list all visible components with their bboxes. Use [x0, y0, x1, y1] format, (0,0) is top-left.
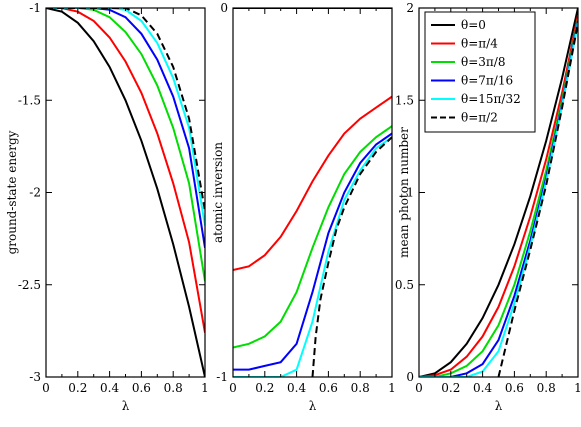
legend: θ=0 θ=π/4 θ=3π/8 θ=7π/16 θ=15π/32 θ=π/2 — [424, 11, 536, 133]
y-axis-label: atomic inversion — [211, 142, 225, 243]
x-tick-label: 0.2 — [255, 381, 274, 395]
y-axis-label: mean photon number — [397, 127, 411, 258]
x-tick-label: 0.4 — [473, 381, 492, 395]
series-line-2 — [233, 125, 392, 349]
series-line-1 — [233, 95, 392, 271]
series-line-5 — [497, 22, 578, 377]
series-line-3 — [46, 8, 205, 248]
legend-label: θ=3π/8 — [461, 55, 505, 69]
series-line-0 — [46, 8, 205, 377]
y-tick-label: -2.5 — [18, 278, 41, 292]
series-line-5 — [46, 8, 205, 212]
x-tick-label: 1 — [574, 381, 581, 395]
legend-label: θ=π/4 — [461, 37, 498, 51]
x-tick-label: 0 — [42, 381, 50, 395]
y-tick-label: -1.5 — [18, 93, 41, 107]
legend-label: θ=7π/16 — [461, 74, 513, 88]
x-tick-label: 0.2 — [441, 381, 460, 395]
legend-box — [424, 11, 536, 133]
series-line-4 — [46, 8, 205, 226]
x-tick-label: 0.6 — [319, 381, 338, 395]
y-tick-label: 0 — [406, 370, 414, 384]
x-axis-label: λ — [309, 399, 317, 413]
y-tick-label: -1 — [216, 370, 228, 384]
series-line-4 — [419, 22, 578, 377]
series-line-1 — [419, 15, 578, 377]
series-line-0 — [419, 8, 578, 377]
y-tick-label: 0.5 — [395, 278, 414, 292]
series-line-5 — [311, 136, 392, 377]
series-line-4 — [233, 136, 392, 377]
x-tick-label: 0 — [229, 381, 237, 395]
legend-label: θ=15π/32 — [461, 92, 521, 106]
series-line-2 — [46, 8, 205, 282]
x-tick-label: 0.2 — [68, 381, 87, 395]
x-tick-label: 0.8 — [351, 381, 370, 395]
x-tick-label: 0.4 — [100, 381, 119, 395]
x-tick-label: 0 — [415, 381, 423, 395]
y-tick-label: -3 — [29, 370, 41, 384]
y-tick-label: 0 — [220, 1, 228, 15]
x-tick-label: 0.6 — [505, 381, 524, 395]
y-tick-label: -1 — [29, 1, 41, 15]
series-line-3 — [233, 132, 392, 371]
ground-state-energy-panel: 0 0.2 0.4 0.6 0.8 1 -1 -1.5 -2 -2.5 -3 λ ground-stat… — [5, 1, 209, 413]
x-axis-label: λ — [122, 399, 130, 413]
y-tick-label: -2 — [29, 186, 41, 200]
mean-photon-number-panel: 0 0.2 0.4 0.6 0.8 1 0 0.5 1 1.5 2 λ mean photon numb… — [395, 1, 581, 413]
legend-label: θ=π/2 — [461, 111, 498, 125]
x-axis-label: λ — [495, 399, 503, 413]
x-tick-label: 1 — [201, 381, 209, 395]
series-line-2 — [419, 18, 578, 377]
x-tick-label: 0.4 — [287, 381, 306, 395]
y-tick-label: 1.5 — [395, 93, 414, 107]
x-tick-label: 0.6 — [132, 381, 151, 395]
x-tick-label: 0.8 — [537, 381, 556, 395]
y-axis-label: ground-state energy — [5, 130, 19, 254]
x-tick-label: 1 — [388, 381, 396, 395]
x-tick-label: 0.8 — [164, 381, 183, 395]
legend-label: θ=0 — [461, 18, 486, 32]
series-line-1 — [46, 8, 205, 333]
y-tick-label: 2 — [406, 1, 414, 15]
y-tick-label: 1 — [406, 186, 414, 200]
